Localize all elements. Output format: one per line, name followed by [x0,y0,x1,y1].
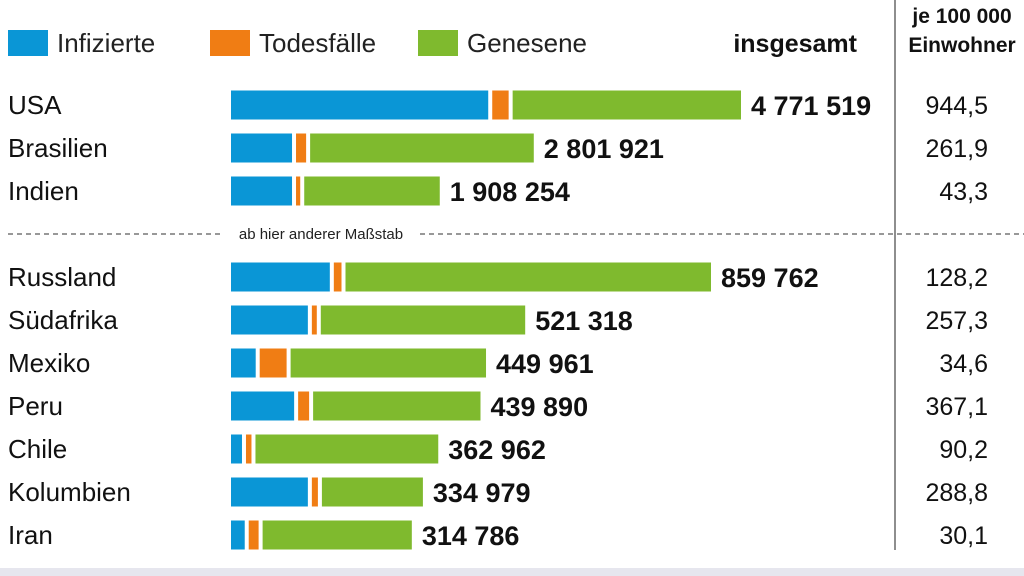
total-label-brasilien: 2 801 921 [544,134,664,164]
total-label-russland: 859 762 [721,263,819,293]
bar-infected-sdafrika [231,305,308,335]
bar-deaths-kolumbien [311,477,318,507]
country-label-chile: Chile [8,434,67,464]
bar-recovered-mexiko [290,348,487,378]
bar-deaths-mexiko [259,348,287,378]
total-label-peru: 439 890 [490,392,588,422]
per100k-label-peru: 367,1 [925,393,988,421]
bar-recovered-usa [512,90,741,120]
legend-label-infected: Infizierte [57,28,155,58]
header-total: insgesamt [733,30,857,58]
scale-note: ab hier anderer Maßstab [239,226,403,243]
bar-deaths-iran [248,520,259,550]
country-label-mexiko: Mexiko [8,348,90,378]
bar-infected-brasilien [231,133,293,163]
country-label-iran: Iran [8,520,53,550]
bar-recovered-kolumbien [321,477,423,507]
per100k-label-kolumbien: 288,8 [925,479,988,507]
per100k-label-chile: 90,2 [939,436,988,464]
legend-label-recovered: Genesene [467,28,587,58]
country-label-brasilien: Brasilien [8,133,108,163]
country-label-usa: USA [8,90,62,120]
bar-deaths-brasilien [296,133,307,163]
country-label-indien: Indien [8,176,79,206]
bar-deaths-indien [296,176,301,206]
bar-recovered-peru [313,391,481,421]
per100k-label-indien: 43,3 [939,178,988,206]
bar-rows: USA 4 771 519 944,5 Brasilien 2 801 921 261,9… [8,90,988,551]
bar-infected-kolumbien [231,477,308,507]
bar-infected-chile [231,434,242,464]
legend: Infizierte Todesfälle Genesene [8,28,587,58]
country-label-sdafrika: Südafrika [8,305,118,335]
bar-infected-iran [231,520,245,550]
country-label-kolumbien: Kolumbien [8,477,131,507]
bar-deaths-sdafrika [311,305,317,335]
country-label-peru: Peru [8,391,63,421]
bar-recovered-russland [345,262,711,292]
per100k-label-russland: 128,2 [925,264,988,292]
total-label-indien: 1 908 254 [450,177,570,207]
legend-swatch-deaths [210,30,250,56]
per100k-label-sdafrika: 257,3 [925,307,988,335]
total-label-sdafrika: 521 318 [535,306,633,336]
legend-label-deaths: Todesfälle [259,28,376,58]
bar-infected-usa [231,90,489,120]
total-label-kolumbien: 334 979 [433,478,531,508]
bar-infected-russland [231,262,330,292]
bar-infected-mexiko [231,348,256,378]
per100k-label-mexiko: 34,6 [939,350,988,378]
total-label-usa: 4 771 519 [751,91,871,121]
per100k-label-iran: 30,1 [939,522,988,550]
legend-swatch-recovered [418,30,458,56]
per100k-label-brasilien: 261,9 [925,135,988,163]
header-per100k-line2: Einwohner [908,34,1015,57]
country-label-russland: Russland [8,262,116,292]
bar-recovered-iran [262,520,412,550]
bar-infected-peru [231,391,295,421]
total-label-chile: 362 962 [448,435,546,465]
header-per100k-line1: je 100 000 [911,5,1011,28]
total-label-iran: 314 786 [422,521,520,551]
bar-deaths-usa [492,90,509,120]
bar-recovered-indien [304,176,440,206]
per100k-label-usa: 944,5 [925,92,988,120]
bar-infected-indien [231,176,293,206]
legend-swatch-infected [8,30,48,56]
total-label-mexiko: 449 961 [496,349,594,379]
bar-recovered-brasilien [310,133,534,163]
bar-deaths-russland [333,262,342,292]
bar-deaths-chile [245,434,252,464]
footer-band [0,568,1024,576]
bar-recovered-chile [255,434,439,464]
bar-deaths-peru [298,391,310,421]
bar-recovered-sdafrika [320,305,526,335]
